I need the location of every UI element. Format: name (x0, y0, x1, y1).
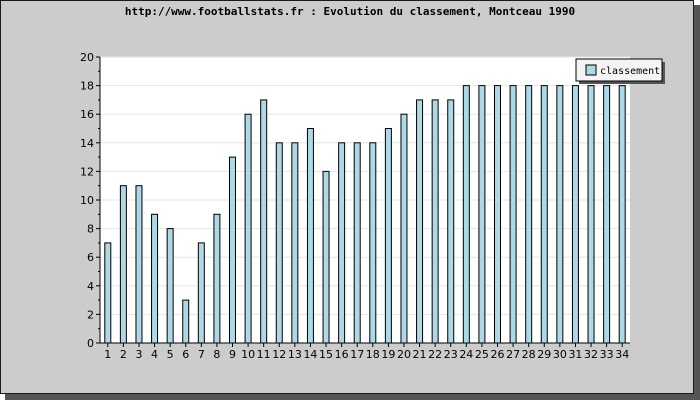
bar (509, 85, 517, 344)
x-tick-label: 31 (568, 348, 582, 361)
x-tick-label: 22 (428, 348, 442, 361)
y-tick-label: 6 (87, 251, 94, 264)
x-tick-label: 4 (151, 348, 158, 361)
bar (119, 185, 127, 344)
y-tick-label: 18 (80, 80, 94, 93)
bar (182, 299, 190, 344)
x-tick-label: 16 (335, 348, 349, 361)
bar (291, 142, 299, 344)
bar (104, 242, 112, 344)
bar (322, 170, 330, 344)
x-tick-label: 10 (241, 348, 255, 361)
y-tick-label: 10 (80, 194, 94, 207)
x-tick-label: 26 (491, 348, 505, 361)
x-tick-label: 34 (615, 348, 629, 361)
legend-box (575, 58, 663, 82)
legend-swatch (585, 64, 597, 76)
x-tick-label: 19 (381, 348, 395, 361)
legend: classement (575, 58, 665, 84)
x-tick-label: 21 (413, 348, 427, 361)
y-tick-label: 8 (87, 223, 94, 236)
bar (540, 85, 548, 344)
bar (229, 156, 236, 344)
x-tick-label: 8 (213, 348, 220, 361)
y-tick-label: 20 (80, 51, 94, 64)
y-tick-label: 16 (80, 108, 94, 121)
x-tick-label: 30 (553, 348, 567, 361)
bar (275, 142, 283, 344)
chart-title: http://www.footballstats.fr : Evolution … (125, 5, 575, 18)
bar (416, 99, 424, 344)
bar (135, 185, 143, 344)
bar (166, 228, 174, 344)
x-tick-label: 25 (475, 348, 489, 361)
bar (603, 85, 611, 344)
x-tick-label: 17 (350, 348, 364, 361)
frame-shadow (5, 394, 700, 400)
x-tick-label: 2 (120, 348, 127, 361)
bar (571, 85, 579, 344)
legend-label: classement (600, 66, 660, 77)
x-tick-label: 18 (366, 348, 380, 361)
frame-shadow (694, 5, 700, 400)
x-tick-label: 3 (135, 348, 142, 361)
x-tick-label: 14 (303, 348, 317, 361)
x-tick-label: 6 (182, 348, 189, 361)
x-tick-label: 13 (288, 348, 302, 361)
x-tick-label: 32 (584, 348, 598, 361)
x-tick-label: 12 (272, 348, 286, 361)
bar (213, 213, 221, 344)
y-tick-label: 14 (80, 137, 94, 150)
bar (369, 142, 377, 344)
x-tick-label: 5 (167, 348, 174, 361)
x-tick-label: 23 (444, 348, 458, 361)
bar (494, 85, 501, 344)
bar (618, 85, 626, 344)
bar (525, 85, 533, 344)
x-tick-label: 1 (104, 348, 111, 361)
bar (306, 128, 314, 344)
y-tick-label: 2 (87, 308, 94, 321)
bar (244, 113, 252, 344)
bar (260, 99, 268, 344)
bar (556, 85, 564, 344)
x-tick-label: 24 (459, 348, 473, 361)
bar (338, 142, 346, 344)
bar (462, 85, 470, 344)
x-tick-label: 29 (537, 348, 551, 361)
y-tick-label: 4 (87, 280, 94, 293)
bar (384, 128, 392, 344)
bar (151, 213, 159, 344)
bar (431, 99, 439, 344)
x-tick-label: 11 (257, 348, 271, 361)
x-tick-label: 20 (397, 348, 411, 361)
bar (400, 113, 408, 344)
x-tick-label: 28 (522, 348, 536, 361)
y-tick-label: 0 (87, 337, 94, 350)
x-tick-label: 27 (506, 348, 520, 361)
bar (447, 99, 455, 344)
x-tick-label: 9 (229, 348, 236, 361)
bar (353, 142, 361, 344)
x-tick-label: 33 (600, 348, 614, 361)
x-tick-label: 7 (198, 348, 205, 361)
y-tick-label: 12 (80, 165, 94, 178)
bar (587, 85, 595, 344)
x-tick-label: 15 (319, 348, 333, 361)
bar (478, 85, 486, 344)
bar (197, 242, 205, 344)
